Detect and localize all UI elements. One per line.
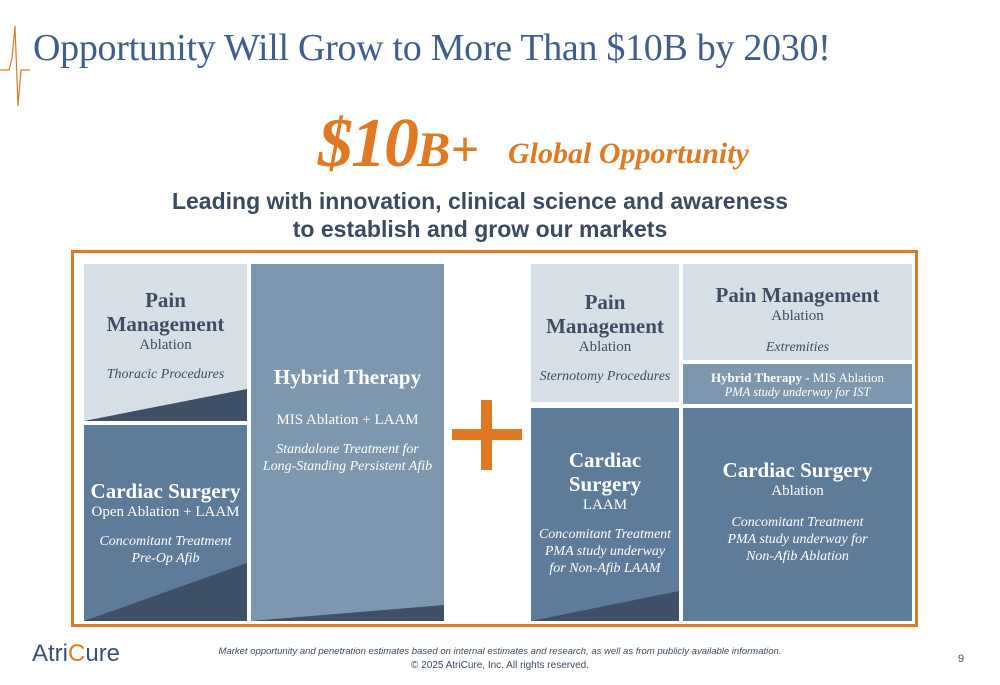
right-pain-title-line2: Management — [546, 314, 664, 338]
left-hybrid-subtitle: MIS Ablation + LAAM — [276, 412, 419, 428]
market-frame — [71, 250, 918, 627]
big-amount-suffix: B+ — [417, 121, 479, 177]
logo-text-1: Atri — [32, 640, 68, 667]
left-pain-subtitle: Ablation — [139, 337, 192, 353]
big-amount-number: $10 — [318, 105, 419, 182]
logo-text-c: C — [68, 640, 86, 667]
right-cardiac2-detail-2: PMA study underway for — [727, 532, 868, 547]
right-cardiac2-title: Cardiac Surgery — [722, 458, 873, 482]
left-pain-management-box: Pain Management Ablation Thoracic Proced… — [84, 264, 247, 421]
subtitle-line-1: Leading with innovation, clinical scienc… — [171, 188, 789, 214]
left-hybrid-detail-2: Long-Standing Persistent Afib — [262, 459, 433, 474]
left-cardiac-detail-2: Pre-Op Afib — [131, 551, 200, 566]
right-cardiac-wedge — [531, 591, 679, 621]
left-cardiac-subtitle: Open Ablation + LAAM — [91, 504, 240, 520]
right-cardiac-surgery-laam-box: Cardiac Surgery LAAM Concomitant Treatme… — [531, 408, 679, 621]
left-hybrid-detail-1: Standalone Treatment for — [276, 442, 419, 457]
subtitle-line-2: to establish and grow our markets — [292, 216, 668, 242]
page-number: 9 — [958, 653, 965, 665]
big-amount-figure: $10B+ — [318, 104, 479, 184]
right-pain2-subtitle: Ablation — [771, 308, 824, 324]
right-pain-title-line1: Pain — [584, 290, 626, 314]
global-opportunity-label: Global Opportunity — [508, 137, 749, 170]
left-cardiac-title: Cardiac Surgery — [90, 479, 241, 503]
right-pain-management-box: Pain Management Ablation Sternotomy Proc… — [531, 264, 679, 402]
right-pain2-detail: Extremities — [765, 340, 830, 355]
left-pain-wedge — [84, 389, 247, 421]
right-pain2-title: Pain Management — [715, 283, 880, 307]
left-pain-detail: Thoracic Procedures — [106, 367, 225, 382]
right-cardiac-detail-3: for Non-Afib LAAM — [549, 561, 661, 576]
right-cardiac-detail-1: Concomitant Treatment — [538, 527, 672, 542]
right-cardiac-title-line2: Surgery — [568, 472, 642, 496]
right-hybrid-detail: PMA study underway for IST — [724, 385, 871, 399]
plus-icon — [452, 400, 522, 470]
left-hybrid-title: Hybrid Therapy — [273, 365, 422, 389]
right-hybrid-therapy-box: Hybrid Therapy - MIS Ablation PMA study … — [683, 364, 912, 404]
right-hybrid-title: Hybrid Therapy - — [710, 370, 813, 385]
footer-disclaimer: Market opportunity and penetration estim… — [218, 646, 782, 657]
left-cardiac-detail-1: Concomitant Treatment — [99, 534, 232, 549]
right-cardiac2-subtitle: Ablation — [771, 483, 824, 499]
right-cardiac-title-line1: Cardiac — [568, 448, 642, 472]
left-hybrid-wedge — [251, 605, 444, 621]
right-pain-subtitle: Ablation — [578, 339, 632, 355]
right-hybrid-subtitle: MIS Ablation — [812, 370, 885, 385]
left-cardiac-wedge — [84, 563, 247, 621]
left-pain-title-line1: Pain — [145, 288, 186, 312]
right-pain-detail: Sternotomy Procedures — [539, 369, 671, 384]
right-cardiac2-detail-1: Concomitant Treatment — [731, 515, 864, 530]
left-cardiac-surgery-box: Cardiac Surgery Open Ablation + LAAM Con… — [84, 425, 247, 621]
atricure-logo: AtriCure — [32, 640, 120, 668]
right-pain-management-extremities-box: Pain Management Ablation Extremities — [683, 264, 912, 360]
logo-text-2: ure — [85, 640, 121, 667]
right-cardiac-surgery-ablation-box: Cardiac Surgery Ablation Concomitant Tre… — [683, 408, 912, 621]
right-cardiac2-detail-3: Non-Afib Ablation — [746, 549, 849, 564]
right-cardiac-subtitle: LAAM — [582, 497, 628, 513]
footer-copyright: © 2025 AtriCure, Inc. All rights reserve… — [410, 660, 589, 671]
heartbeat-pulse-icon — [0, 25, 30, 107]
left-hybrid-therapy-box: Hybrid Therapy MIS Ablation + LAAM Stand… — [251, 264, 444, 621]
right-cardiac-detail-2: PMA study underway — [544, 544, 666, 559]
left-pain-title-line2: Management — [106, 312, 225, 336]
slide-title: Opportunity Will Grow to More Than $10B … — [33, 27, 831, 69]
